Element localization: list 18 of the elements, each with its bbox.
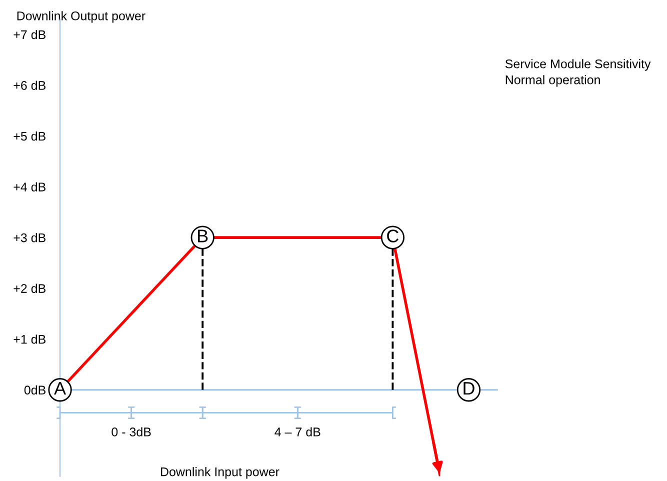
text: Service Module Sensitivity: [505, 59, 651, 71]
y-tick-label: +1 dB: [14, 334, 46, 344]
y-tick-label: +6 dB: [14, 80, 46, 90]
y-axis-title: Downlink Output power: [17, 11, 146, 23]
y-tick-label: +3 dB: [14, 233, 46, 242]
data-label: C: [387, 230, 399, 242]
y-tick-label: 0dB: [24, 385, 46, 395]
y-tick-label: +4 dB: [14, 182, 46, 192]
data-label: A: [54, 382, 66, 395]
annotation: D: [464, 382, 474, 395]
text: Normal operation: [506, 75, 600, 87]
x-axis-title: Downlink Input power: [160, 467, 280, 479]
y-tick-label: +5 dB: [14, 131, 46, 141]
data-label: B: [198, 230, 208, 242]
y-tick-label: +2 dB: [14, 284, 46, 293]
annotation: 4 – 7 dB: [274, 427, 320, 436]
annotation: 0 - 3dB: [112, 427, 151, 436]
y-tick-label: +7 dB: [14, 30, 46, 40]
